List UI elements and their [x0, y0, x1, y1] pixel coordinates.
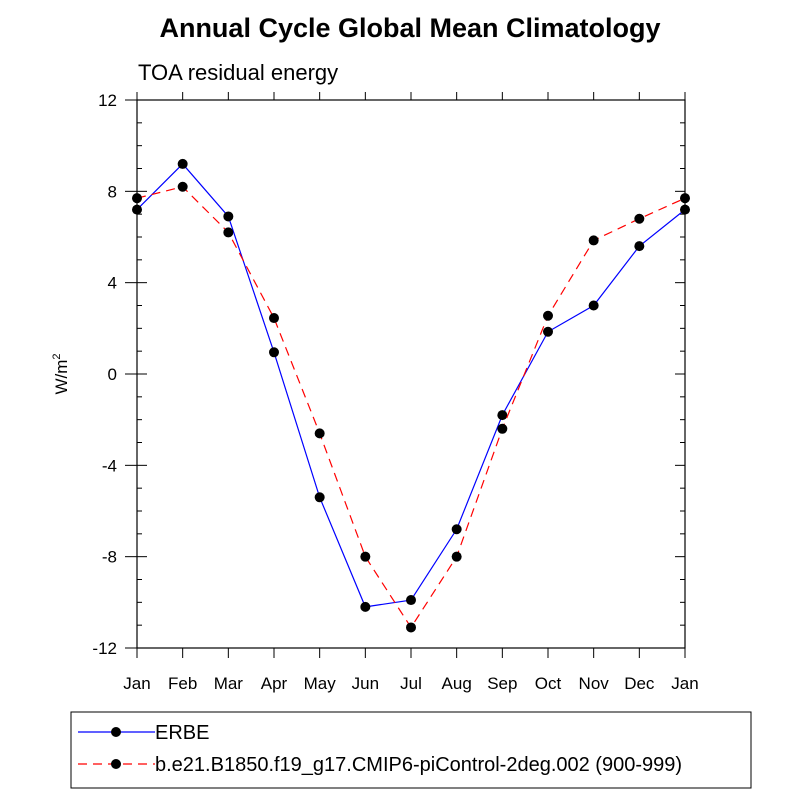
chart-subtitle: TOA residual energy: [138, 60, 338, 85]
plot-frame: [136, 99, 686, 649]
series-layer: [132, 158, 690, 633]
data-point-series-1: [132, 204, 142, 215]
x-tick-label: Mar: [214, 674, 244, 693]
x-tick-label: Dec: [624, 674, 655, 693]
x-tick-label: Nov: [579, 674, 610, 693]
y-tick-label: -8: [102, 548, 117, 567]
legend-label-2: b.e21.B1850.f19_g17.CMIP6-piControl-2deg…: [155, 754, 682, 776]
x-tick-label: Jul: [400, 674, 422, 693]
y-tick-label: 12: [98, 91, 117, 110]
y-tick-label: -4: [102, 456, 117, 475]
data-point-series-1: [680, 204, 690, 215]
x-tick-label: May: [304, 674, 337, 693]
data-point-series-1: [497, 410, 508, 421]
data-point-series-2: [360, 551, 371, 562]
y-axis-label: W/m2: [51, 353, 71, 394]
x-tick-label: Apr: [261, 674, 288, 693]
x-tick-label: Aug: [442, 674, 472, 693]
data-point-series-1: [269, 347, 279, 358]
data-point-series-1: [634, 241, 645, 252]
axis-ticks: [125, 92, 686, 658]
data-point-series-2: [177, 181, 188, 192]
legend-box: [70, 711, 752, 789]
data-point-series-1: [177, 158, 188, 169]
data-point-series-2: [680, 193, 690, 204]
legend: ERBE b.e21.B1850.f19_g17.CMIP6-piControl-…: [70, 711, 752, 789]
series-line-1: [136, 163, 686, 608]
data-point-series-2: [223, 227, 234, 238]
data-point-series-2: [497, 423, 508, 434]
data-point-series-1: [314, 492, 325, 503]
chart-title: Annual Cycle Global Mean Climatology: [159, 13, 660, 43]
data-point-series-1: [360, 601, 371, 612]
y-tick-label: 4: [108, 274, 117, 293]
y-axis-label-exponent: 2: [51, 353, 63, 359]
legend-items: ERBE b.e21.B1850.f19_g17.CMIP6-piControl-…: [78, 722, 682, 776]
y-axis-tick-labels: -12 -8 -4 0 4 8 12: [92, 91, 117, 658]
data-point-series-2: [132, 193, 142, 204]
data-point-series-2: [451, 551, 462, 562]
y-axis-label-unit: W/m: [52, 360, 71, 395]
x-tick-label: Oct: [535, 674, 562, 693]
data-point-series-1: [223, 211, 234, 222]
x-tick-label: Sep: [487, 674, 517, 693]
data-point-series-2: [314, 428, 325, 439]
data-point-series-1: [451, 524, 462, 535]
data-point-series-2: [634, 213, 645, 224]
y-tick-label: 0: [108, 365, 117, 384]
plot-area: [125, 92, 690, 658]
x-axis-tick-labels: Jan Feb Mar Apr May Jun Jul Aug Sep Oct Nov Dec Jan: [123, 674, 698, 693]
data-point-series-2: [406, 622, 416, 633]
data-point-series-1: [543, 326, 553, 337]
data-point-series-1: [406, 595, 416, 606]
legend-label-1: ERBE: [155, 722, 209, 744]
data-point-series-2: [543, 310, 553, 321]
legend-marker-1: [111, 727, 121, 737]
x-tick-label: Jan: [671, 674, 698, 693]
data-point-series-2: [588, 235, 599, 246]
x-tick-label: Jan: [123, 674, 150, 693]
y-tick-label: 8: [108, 182, 117, 201]
data-point-series-2: [269, 313, 279, 324]
y-tick-label: -12: [92, 639, 117, 658]
x-tick-label: Feb: [168, 674, 197, 693]
series-line-2: [136, 186, 686, 629]
legend-marker-2: [111, 759, 121, 769]
x-tick-label: Jun: [352, 674, 379, 693]
data-point-series-1: [588, 300, 599, 311]
